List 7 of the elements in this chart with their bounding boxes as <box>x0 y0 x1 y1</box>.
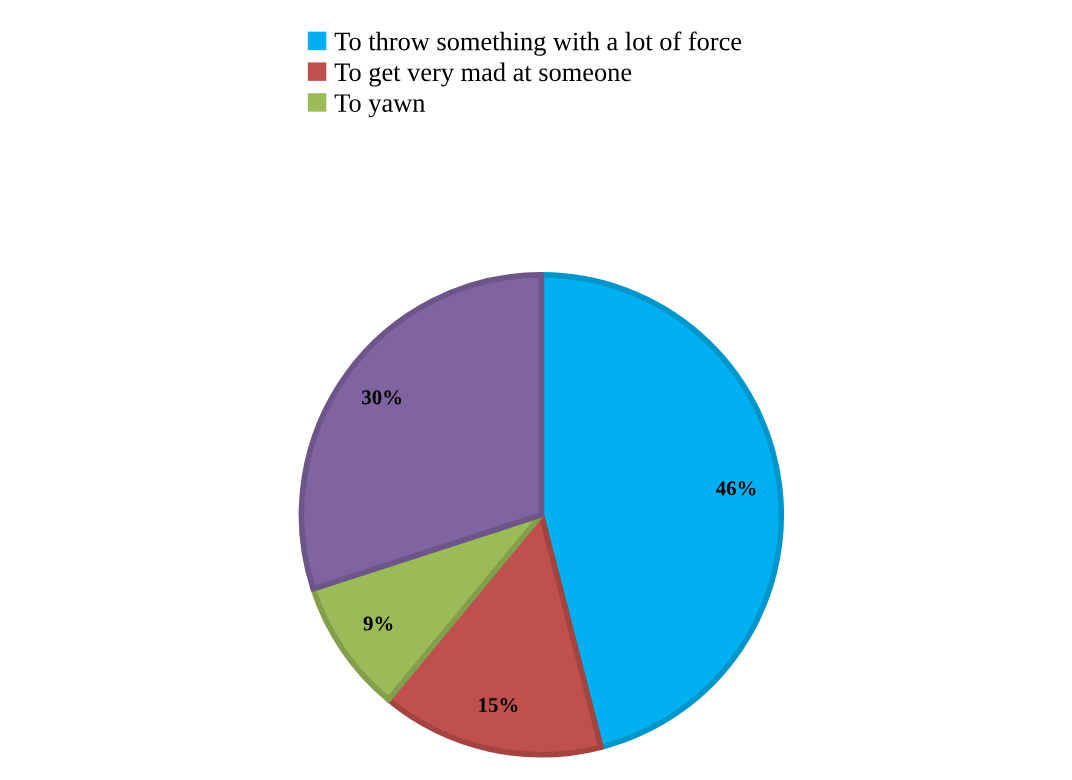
data-label: 30% <box>362 390 402 405</box>
legend-label: To yawn <box>334 94 426 118</box>
data-label: 9% <box>363 616 393 631</box>
data-label: 15% <box>479 697 518 713</box>
data-label: 46% <box>716 481 756 496</box>
legend-label: To throw something with a lot of force <box>334 31 742 56</box>
legend-label: To get very mad at someone <box>334 62 632 87</box>
